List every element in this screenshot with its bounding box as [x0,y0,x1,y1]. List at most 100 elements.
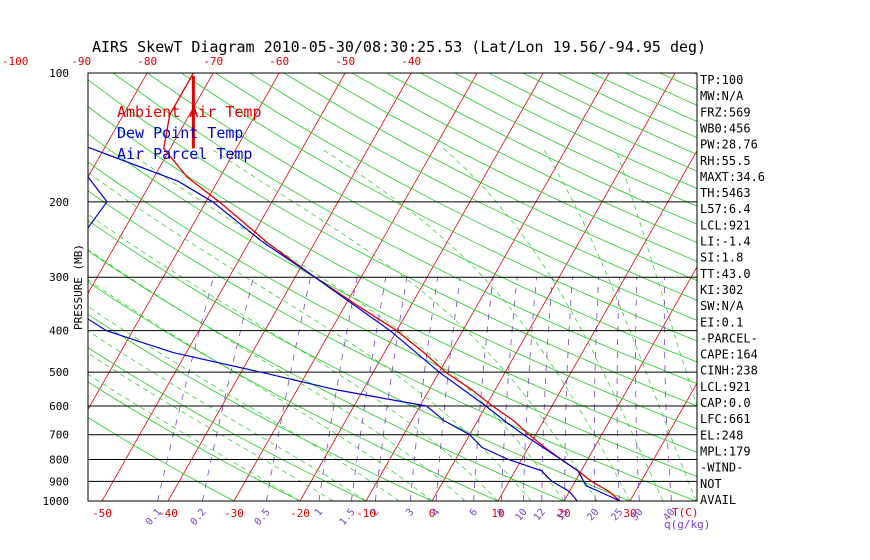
moist-adiabat-line [443,148,664,501]
dry-adiabat-line [88,347,367,501]
series-line-air-parcel-temp [88,146,621,501]
pressure-tick-label: 700 [49,429,69,442]
legend-entry-air-parcel-temp: Air Parcel Temp [117,145,252,163]
mixing-ratio-label: 2 [369,507,381,519]
pressure-tick-label: 800 [49,454,69,467]
index-entry: PW:28.76 [700,138,758,152]
dry-adiabat-line [283,73,697,281]
dry-adiabat-line [215,73,697,321]
pressure-tick-label: 300 [49,271,69,284]
index-entry: CAP:0.0 [700,396,751,410]
mixing-ratio-label: 20 [585,507,601,523]
bottom-temp-tick-label: 30 [623,507,636,520]
top-temp-tick-label: -80 [137,55,157,68]
mixing-ratio-line [541,277,553,501]
moist-adiabat-line [88,330,367,501]
dry-adiabat-line [88,416,235,501]
mixing-ratio-line [409,277,438,501]
legend-entry-dew-point-temp: Dew Point Temp [117,124,243,142]
dry-adiabat-line [88,281,499,501]
dry-adiabat-line [88,250,565,501]
index-entry: NOT [700,477,722,491]
sounding-series [88,73,621,501]
index-entry: -PARCEL- [700,331,758,345]
isotherm-line [365,73,610,501]
moist-adiabat-line [88,249,466,501]
mixing-ratio-line [564,277,573,501]
pressure-tick-label: 100 [49,67,69,80]
pressure-tick-label: 400 [49,325,69,338]
bottom-temp-tick-label: -50 [92,507,112,520]
mixing-ratio-label: 8 [495,507,507,519]
chart-title: AIRS SkewT Diagram 2010-05-30/08:30:25.5… [92,38,706,56]
dry-adiabat-line [659,73,697,90]
moist-adiabat-line [88,279,433,501]
dry-adiabat-line [249,73,697,301]
isotherm-line [629,382,697,501]
mixing-ratio-line [157,277,214,501]
bottom-temp-tick-label: -30 [224,507,244,520]
bottom-temp-tick-label: -10 [356,507,376,520]
dry-adiabat-line [317,73,697,262]
index-entry: MAXT:34.6 [700,170,765,184]
isotherm-line [563,266,697,501]
mixing-ratio-line [501,277,518,501]
index-entry: RH:55.5 [700,154,751,168]
moist-adiabat-line [321,148,631,501]
index-entry: LCL:921 [700,380,751,394]
index-entry: LI:-1.4 [700,235,751,249]
mixing-ratio-line [318,277,358,501]
bottom-temp-tick-label: -40 [158,507,178,520]
mixing-ratio-label: 0.2 [189,507,209,528]
moist-adiabat-line [88,171,532,501]
mixing-ratio-label: 1.5 [338,507,358,528]
mixing-ratio-line [593,277,600,501]
isotherm-line [299,73,544,501]
index-entry: SW:N/A [700,299,744,313]
mixing-ratio-label: 10 [514,507,530,523]
top-temp-tick-label: -40 [401,55,421,68]
dry-adiabat-line [181,73,697,342]
bottom-temp-tick-label: 10 [491,507,504,520]
mixing-ratio-label: 3 [404,507,416,519]
isotherm-line [762,73,870,501]
moist-adiabat-line [123,148,565,501]
dry-adiabat-line [112,73,697,385]
mixing-ratio-line [266,277,311,501]
mixing-ratio-line [473,277,494,501]
moist-adiabat-line [88,306,400,501]
mixing-ratio-line [375,277,408,501]
dry-adiabat-line [88,133,697,453]
mixing-ratio-label: 4 [430,507,442,519]
top-temp-tick-label: -50 [335,55,355,68]
temp-unit-label: T(C) [672,506,699,519]
mixing-ratio-line [435,277,461,501]
dry-adiabat-line [88,219,631,501]
index-entry: FRZ:569 [700,105,751,119]
top-temp-tick-label: -70 [203,55,223,68]
mixing-ratio-label: 12 [532,507,548,523]
index-entry: LFC:661 [700,412,751,426]
mixing-ratio-line [663,277,672,501]
mixing-ratio-line [351,277,387,501]
moist-adiabat-line [88,213,499,501]
bottom-temp-tick-label: 20 [557,507,570,520]
top-temp-tick-label: -100 [2,55,29,68]
mixing-ratio-line [635,277,640,501]
index-entry: AVAIL [700,493,736,507]
index-entry: L57:6.4 [700,202,751,216]
index-entry: TT:43.0 [700,267,751,281]
dry-adiabat-line [351,73,697,244]
isotherm-line [431,73,676,501]
index-entry: KI:302 [700,283,743,297]
moist-adiabat-line [542,148,697,501]
index-entry: SI:1.8 [700,251,743,265]
moist-adiabat-line [210,148,598,501]
isotherm-line [101,73,346,501]
dry-adiabat-line [88,106,697,430]
index-entry: CAPE:164 [700,348,758,362]
legend-entry-ambient-air-temp: Ambient Air Temp [117,103,262,121]
legend: Ambient Air Temp Dew Point Temp Air Parcel… [117,103,262,163]
dry-adiabat-line [88,79,697,407]
isotherm-line [233,73,478,501]
